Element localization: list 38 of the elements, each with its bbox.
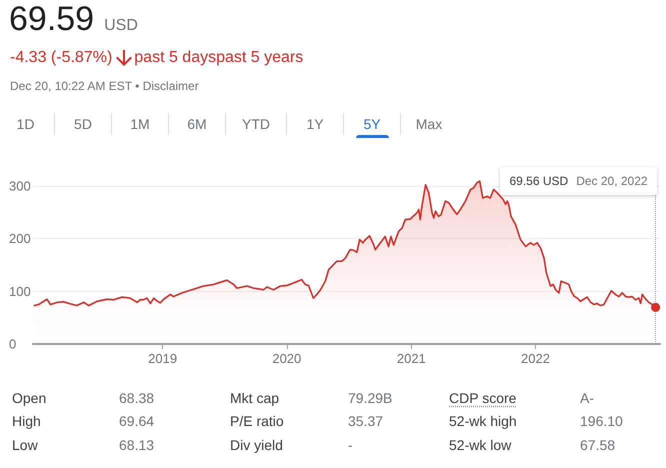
y-tick-label: 0 [9, 336, 16, 352]
text: past 5 dayspast 5 years [134, 49, 304, 67]
range-tab[interactable]: 6M [168, 113, 225, 135]
text: CDP score [449, 389, 516, 407]
range-tab[interactable]: 1M [111, 113, 168, 135]
x-tick-label: 2019 [148, 351, 178, 366]
text: 68.38 [119, 389, 154, 407]
text: A- [580, 389, 594, 407]
chart-subtitle: -4.33 (-5.87%) [10, 49, 112, 67]
range-tab[interactable]: YTD [225, 113, 286, 135]
text: 69.64 [119, 412, 154, 430]
text: 68.13 [119, 436, 154, 454]
text: - [348, 436, 353, 454]
text: Mkt cap [230, 389, 280, 407]
text: 196.10 [580, 412, 623, 430]
text: P/E ratio [230, 412, 284, 430]
range-tab[interactable]: 5D [54, 113, 111, 135]
x-tick-label: 2020 [272, 351, 302, 366]
text: 67.58 [580, 436, 616, 454]
text: 52-wk low [449, 436, 512, 454]
chart-title: 69.59 USD [9, 0, 138, 38]
text: Dec 20, 10:22 AM EST • Disclaimer [10, 78, 199, 94]
x-tick-label: 2022 [521, 351, 550, 366]
y-tick-label: 100 [9, 284, 31, 299]
range-tab[interactable]: 1Y [286, 113, 343, 135]
range-tab[interactable]: Max [400, 113, 457, 135]
x-tick-label: 2021 [396, 351, 426, 366]
text: 79.29B [348, 389, 392, 407]
text: 35.37 [348, 412, 384, 430]
y-tick-label: 300 [9, 178, 31, 194]
text: Div yield [230, 436, 283, 454]
ref-line-label: 69.56 USD Dec 20, 2022 [509, 174, 648, 188]
text: Low [12, 436, 38, 454]
text: Open [12, 389, 46, 407]
y-tick-label: 200 [9, 231, 31, 246]
range-tab[interactable]: 1D [0, 113, 54, 135]
text: 52-wk high [449, 412, 517, 430]
text: High [12, 412, 41, 430]
